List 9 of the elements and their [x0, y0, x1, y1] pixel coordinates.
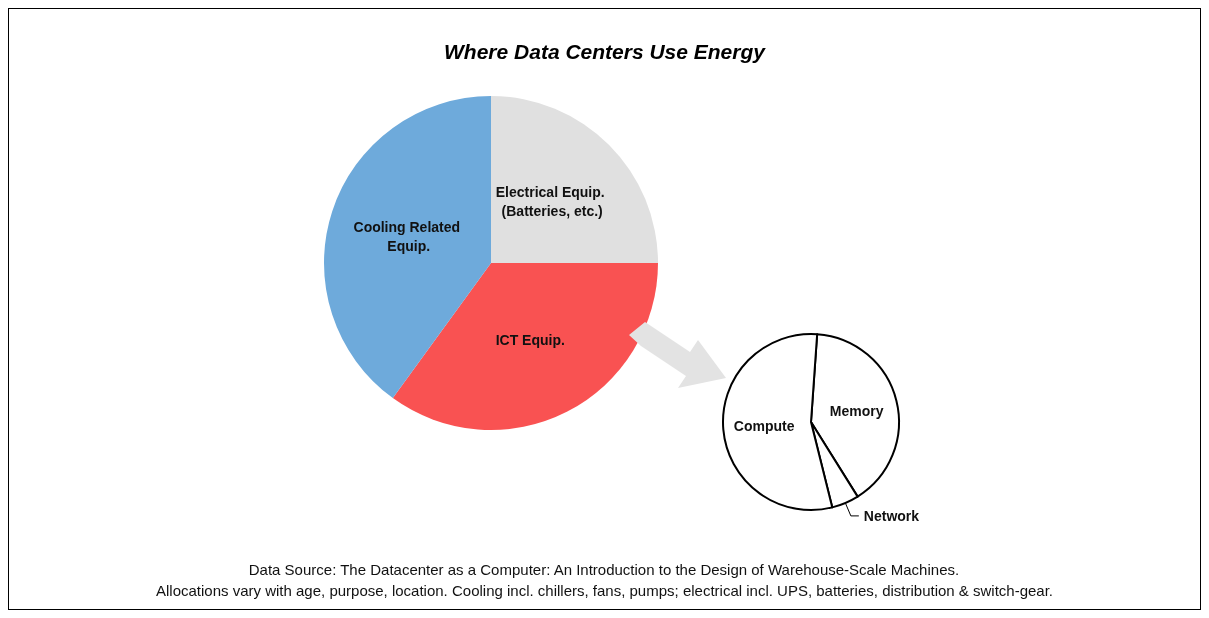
- slice-label: Cooling Related Equip.: [353, 218, 464, 254]
- slice-label: Compute: [733, 418, 795, 435]
- slice-label: Network: [863, 507, 920, 524]
- source-note: Data Source: The Datacenter as a Computer: An Introduction to the Design of Warehouse-Scale Machines.: [248, 561, 960, 578]
- slice-label: ICT Equip.: [495, 332, 565, 349]
- slice-label: Memory: [829, 402, 884, 419]
- text: Allocations vary with age, purpose, location. Cooling incl. chillers, fans, pumps; electrical incl. UPS, batteries, distribution & switch-gear.: [155, 582, 1054, 599]
- slice-label: Electrical Equip. (Batteries, etc.): [495, 184, 609, 220]
- chart-title: Where Data Centers Use Energy: [444, 40, 767, 63]
